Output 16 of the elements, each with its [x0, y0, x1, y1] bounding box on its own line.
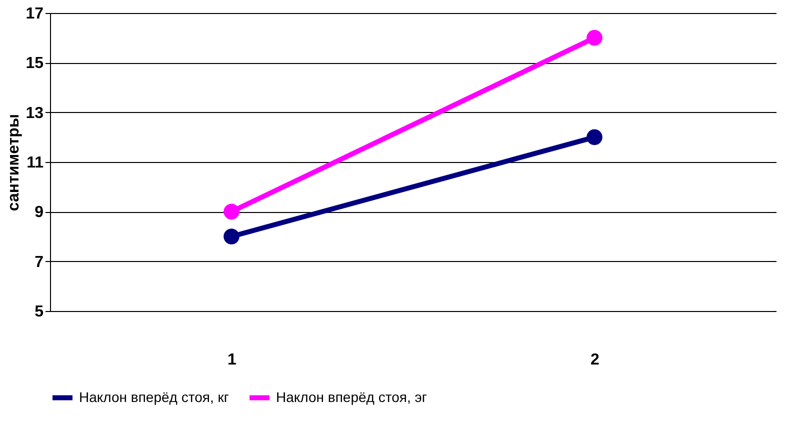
y-tick-label: 17 [26, 6, 44, 22]
y-tick-label: 13 [26, 104, 44, 122]
point [224, 228, 240, 244]
legend-label: Наклон вперёд стоя, эг [276, 388, 427, 405]
point [224, 204, 240, 220]
y-tick-label: 11 [26, 154, 44, 172]
y-tick-label: 7 [34, 254, 44, 271]
legend-label: Наклон вперёд стоя, кг [79, 388, 229, 405]
y-tick-label: 5 [34, 304, 44, 320]
y-axis-title: сантиметры [6, 114, 23, 212]
point [586, 129, 602, 146]
y-tick-label: 15 [26, 55, 44, 72]
y-tick-label: 9 [34, 204, 44, 222]
x-tick-label: 2 [590, 352, 600, 368]
point [586, 30, 602, 46]
x-tick-label: 1 [228, 352, 237, 368]
